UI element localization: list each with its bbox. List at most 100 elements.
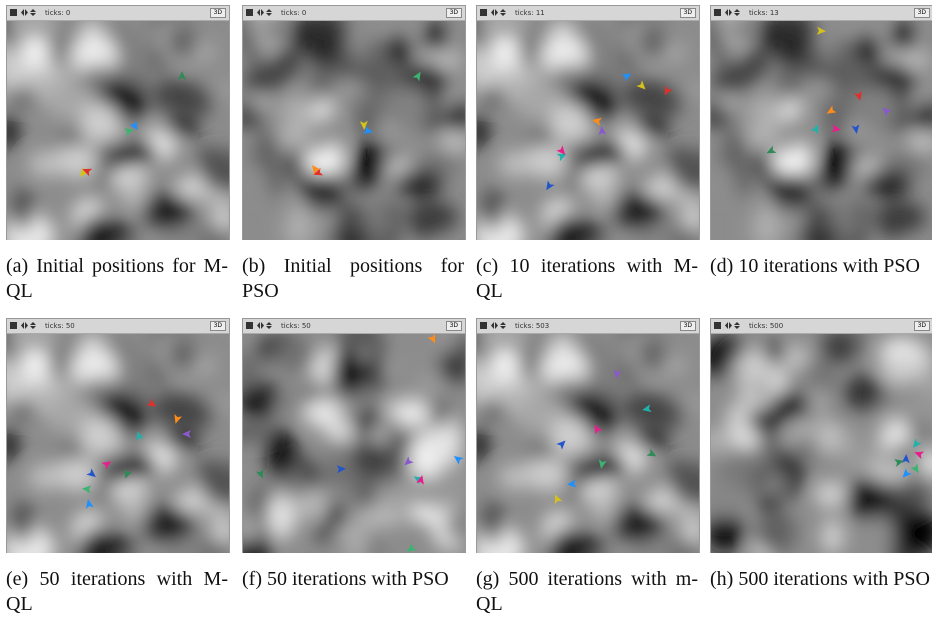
agent <box>826 105 837 114</box>
blob <box>108 460 148 481</box>
blob <box>79 102 121 146</box>
agent <box>664 85 673 96</box>
blob <box>711 430 736 453</box>
blob <box>165 22 199 61</box>
landscape <box>711 334 932 553</box>
blob <box>410 504 439 523</box>
blob <box>901 394 932 426</box>
view-3d-button[interactable]: 3D <box>679 8 696 18</box>
caption: (g) 500 iterations with m-QL <box>476 568 698 615</box>
blob <box>407 201 459 233</box>
blob <box>631 432 671 449</box>
toolbar: ticks: 50 3D <box>243 319 465 334</box>
agent <box>416 475 424 485</box>
blob <box>880 355 920 385</box>
blob <box>243 21 254 51</box>
blob <box>794 78 840 98</box>
blob <box>308 22 342 72</box>
tick-counter: ticks: 0 <box>281 9 307 17</box>
blob <box>7 399 40 419</box>
blob <box>271 341 318 371</box>
tick-counter: ticks: 500 <box>749 322 784 330</box>
blob <box>354 141 387 186</box>
agent <box>101 461 112 470</box>
blob <box>394 124 426 162</box>
icon <box>10 9 17 16</box>
view-3d-button[interactable]: 3D <box>445 321 462 331</box>
agent <box>851 124 860 134</box>
blob <box>635 22 669 61</box>
blob <box>732 90 755 141</box>
agent <box>404 456 414 466</box>
blob <box>897 510 932 553</box>
agent <box>636 80 646 90</box>
blob <box>843 374 884 411</box>
blob <box>443 507 465 544</box>
agent <box>567 479 577 488</box>
agent <box>613 369 622 379</box>
blob <box>44 81 96 121</box>
blob <box>433 334 462 354</box>
agent <box>86 468 96 478</box>
blob <box>291 21 310 53</box>
icon <box>480 322 487 329</box>
agent <box>313 167 324 176</box>
blobs <box>243 21 465 240</box>
agent <box>894 459 904 467</box>
toolbar-icons <box>246 9 272 16</box>
agent <box>598 459 607 469</box>
blob <box>330 348 364 395</box>
blob <box>548 527 589 553</box>
icon <box>246 9 253 16</box>
view-3d-button[interactable]: 3D <box>445 8 462 18</box>
blob <box>151 392 199 425</box>
blob <box>578 460 618 481</box>
view-3d-button[interactable]: 3D <box>913 8 930 18</box>
blob <box>7 114 18 150</box>
blob <box>120 175 149 208</box>
screenshot: ticks: 13 3D <box>710 5 932 240</box>
view-3d-button[interactable]: 3D <box>913 321 930 331</box>
agent <box>831 124 841 133</box>
blob <box>488 32 522 67</box>
blob <box>257 21 292 44</box>
toolbar-icons <box>10 322 36 329</box>
icon <box>246 322 253 329</box>
blobs <box>711 21 932 240</box>
blob <box>789 417 812 437</box>
blob <box>776 22 810 72</box>
blob <box>428 395 451 429</box>
icon <box>714 322 721 329</box>
panel: ticks: 0 3D (b) Initial positions for PSO <box>242 5 466 304</box>
agent <box>82 168 93 177</box>
toolbar: ticks: 0 3D <box>7 6 229 21</box>
blob <box>13 187 33 232</box>
icon <box>21 322 28 329</box>
blob <box>483 500 503 545</box>
panel: ticks: 50 3D (e) 50 iterations with M-QL <box>6 318 230 617</box>
blob <box>359 59 386 90</box>
blob <box>266 428 297 479</box>
view-3d-button[interactable]: 3D <box>679 321 696 331</box>
toolbar-icons <box>714 322 740 329</box>
agent <box>124 128 134 136</box>
icon <box>257 9 264 16</box>
blob <box>18 32 52 67</box>
blob <box>287 201 310 240</box>
view-3d-button[interactable]: 3D <box>209 8 226 18</box>
agent <box>912 438 922 448</box>
blob <box>621 79 669 112</box>
agent <box>598 126 607 136</box>
blob <box>916 21 932 63</box>
blob <box>617 505 664 543</box>
blob <box>861 510 894 553</box>
blob <box>521 144 574 178</box>
blob <box>439 130 465 151</box>
screenshot: ticks: 50 3D <box>242 318 466 553</box>
blob <box>351 440 394 478</box>
blobs <box>477 21 699 240</box>
blob <box>631 119 671 136</box>
screenshot: ticks: 11 3D <box>476 5 700 240</box>
view-3d-button[interactable]: 3D <box>209 321 226 331</box>
